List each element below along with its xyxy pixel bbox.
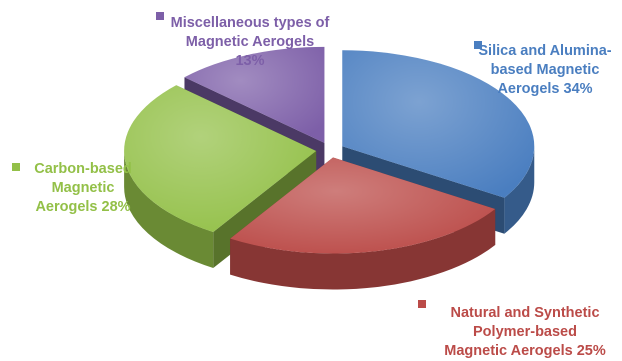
slice-label-polymer: Natural and Synthetic Polymer-based Magn…	[430, 304, 620, 361]
slice-side-wall	[504, 146, 535, 234]
slice-label-carbon: Carbon-based Magnetic Aerogels 28%	[8, 160, 158, 217]
label-line: Aerogels 28%	[35, 199, 131, 215]
label-line: Silica and Alumina-	[478, 43, 612, 59]
pie-slice-polymer	[230, 157, 496, 290]
slice-side-wall	[230, 208, 496, 290]
label-line: Magnetic Aerogels	[185, 34, 315, 50]
label-line: Carbon-based	[34, 161, 132, 177]
slice-highlight	[184, 46, 325, 143]
slice-label-silica-alumina: Silica and Alumina- based Magnetic Aerog…	[470, 42, 620, 99]
label-line: Miscellaneous types of	[170, 15, 330, 31]
label-line: Magnetic	[51, 180, 115, 196]
slice-highlight	[124, 85, 317, 233]
legend-swatch-misc	[156, 12, 164, 20]
label-line: Aerogels 34%	[497, 81, 593, 97]
legend-swatch-carbon	[12, 163, 20, 171]
label-line: Natural and Synthetic	[450, 305, 600, 321]
legend-swatch-silica	[474, 41, 482, 49]
slice-highlight	[230, 157, 496, 254]
slice-label-misc: Miscellaneous types of Magnetic Aerogels…	[150, 14, 350, 71]
label-line: 13%	[235, 53, 265, 69]
label-line: Polymer-based	[473, 324, 577, 340]
pie-slice-carbon	[124, 85, 317, 269]
label-line: Magnetic Aerogels 25%	[444, 343, 606, 359]
slice-side-wall	[124, 150, 214, 269]
label-line: based Magnetic	[490, 62, 600, 78]
legend-swatch-polymer	[418, 300, 426, 308]
slice-highlight	[342, 50, 535, 198]
